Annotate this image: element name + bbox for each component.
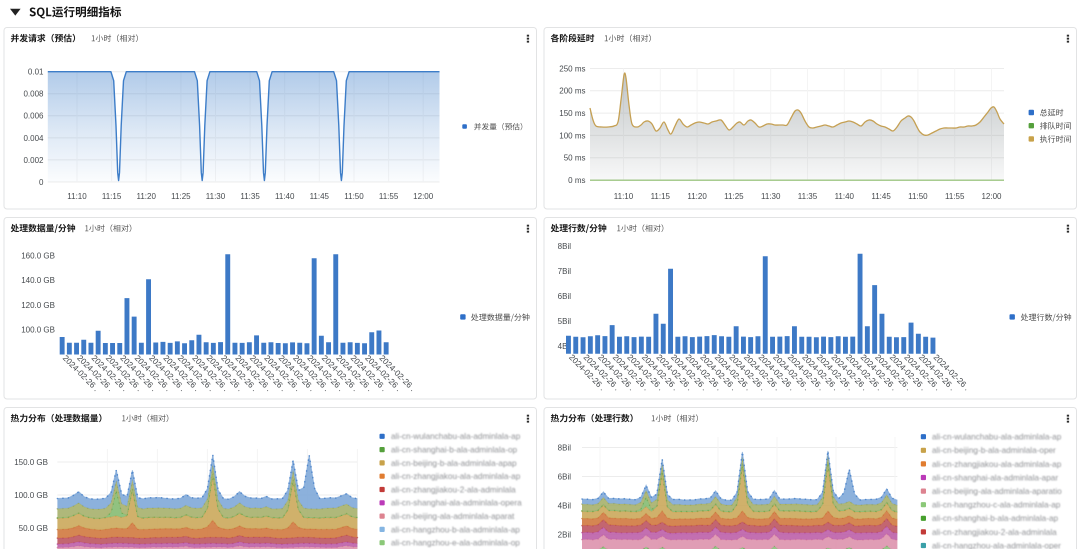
svg-text:0.008: 0.008: [23, 90, 44, 99]
svg-text:150.0 GB: 150.0 GB: [14, 458, 48, 467]
svg-text:11:25: 11:25: [724, 192, 744, 201]
svg-text:11:30: 11:30: [761, 192, 781, 201]
svg-text:11:10: 11:10: [614, 192, 634, 201]
svg-text:ali-cn-shanghai-b-ala-adminlal: ali-cn-shanghai-b-ala-adminlala-op: [391, 446, 518, 455]
svg-text:140.0 GB: 140.0 GB: [21, 276, 55, 285]
svg-text:11:15: 11:15: [651, 192, 671, 201]
svg-text:ali-cn-beijing-ala-adminlala-a: ali-cn-beijing-ala-adminlala-aparat: [391, 512, 515, 521]
svg-text:11:30: 11:30: [206, 192, 226, 201]
svg-text:ali-cn-zhangjiakou-2-ala-admin: ali-cn-zhangjiakou-2-ala-adminlala: [932, 528, 1057, 537]
svg-text:12:00: 12:00: [981, 192, 1002, 201]
svg-text:200 ms: 200 ms: [559, 87, 585, 96]
svg-text:ali-cn-beijing-b-ala-adminlala: ali-cn-beijing-b-ala-adminlala-oper: [932, 446, 1056, 455]
svg-text:50 ms: 50 ms: [564, 154, 586, 163]
svg-text:ali-cn-beijing-b-ala-adminlala: ali-cn-beijing-b-ala-adminlala-apap: [391, 459, 517, 468]
svg-text:ali-cn-zhangjiakou-2-ala-admin: ali-cn-zhangjiakou-2-ala-adminlala: [391, 485, 516, 494]
svg-text:11:25: 11:25: [171, 192, 191, 201]
svg-text:7Bil: 7Bil: [558, 267, 572, 276]
svg-text:11:45: 11:45: [310, 192, 330, 201]
svg-text:ali-cn-hangzhou-c-ala-adminlal: ali-cn-hangzhou-c-ala-adminlala-ap: [932, 501, 1061, 510]
svg-text:ali-cn-zhangjiakou-ala-adminla: ali-cn-zhangjiakou-ala-adminlala-ap: [391, 472, 521, 481]
svg-text:ali-cn-shanghai-ala-adminlala-: ali-cn-shanghai-ala-adminlala-apar: [932, 473, 1058, 482]
svg-text:0.006: 0.006: [23, 112, 44, 121]
svg-text:ali-cn-wulanchabu-ala-adminlal: ali-cn-wulanchabu-ala-adminlala-ap: [932, 433, 1062, 442]
svg-text:5Bil: 5Bil: [558, 317, 572, 326]
svg-text:0.002: 0.002: [23, 156, 44, 165]
svg-text:ali-cn-hangzhou-e-ala-adminlal: ali-cn-hangzhou-e-ala-adminlala-op: [391, 539, 520, 548]
svg-text:ali-cn-shanghai-b-ala-adminlal: ali-cn-shanghai-b-ala-adminlala-ap: [932, 514, 1059, 523]
svg-text:100 ms: 100 ms: [559, 131, 585, 140]
svg-text:ali-cn-shanghai-ala-adminlala-: ali-cn-shanghai-ala-adminlala-opera: [391, 499, 522, 508]
svg-text:250 ms: 250 ms: [559, 64, 585, 73]
svg-text:ali-cn-hangzhou-b-ala-adminlal: ali-cn-hangzhou-b-ala-adminlala-ap: [391, 525, 520, 534]
svg-text:ali-cn-zhangjiakou-ala-adminla: ali-cn-zhangjiakou-ala-adminlala-ap: [932, 460, 1062, 469]
svg-text:120.0 GB: 120.0 GB: [21, 301, 55, 310]
svg-text:100.0 GB: 100.0 GB: [14, 491, 48, 500]
svg-text:0 ms: 0 ms: [568, 176, 585, 185]
svg-text:8Bil: 8Bil: [558, 242, 572, 251]
svg-text:8Bil: 8Bil: [558, 443, 572, 452]
svg-text:11:20: 11:20: [136, 192, 156, 201]
svg-text:100.0 GB: 100.0 GB: [21, 326, 55, 335]
svg-text:11:50: 11:50: [344, 192, 364, 201]
svg-text:4Bil: 4Bil: [558, 501, 572, 510]
svg-text:6Bil: 6Bil: [558, 472, 572, 481]
svg-text:11:55: 11:55: [945, 192, 965, 201]
svg-text:11:40: 11:40: [275, 192, 295, 201]
svg-text:11:35: 11:35: [798, 192, 818, 201]
svg-text:12:00: 12:00: [413, 192, 434, 201]
svg-text:11:15: 11:15: [102, 192, 122, 201]
svg-text:11:40: 11:40: [835, 192, 855, 201]
svg-text:ali-cn-beijing-ala-adminlala-a: ali-cn-beijing-ala-adminlala-aparatio: [932, 487, 1062, 496]
svg-text:2Bil: 2Bil: [558, 530, 572, 539]
svg-text:150 ms: 150 ms: [559, 109, 585, 118]
svg-text:11:45: 11:45: [871, 192, 891, 201]
svg-text:11:10: 11:10: [67, 192, 87, 201]
svg-text:0: 0: [39, 178, 44, 187]
svg-text:0.004: 0.004: [23, 134, 44, 143]
svg-text:ali-cn-hangzhou-ala-adminlala-: ali-cn-hangzhou-ala-adminlala-oper: [932, 541, 1061, 549]
svg-text:160.0 GB: 160.0 GB: [21, 251, 55, 260]
svg-text:50.0 GB: 50.0 GB: [19, 524, 48, 533]
svg-text:0.01: 0.01: [28, 68, 44, 77]
svg-text:ali-cn-wulanchabu-ala-adminlal: ali-cn-wulanchabu-ala-adminlala-ap: [391, 432, 521, 441]
svg-text:6Bil: 6Bil: [558, 292, 572, 301]
svg-text:11:35: 11:35: [240, 192, 260, 201]
svg-text:11:55: 11:55: [379, 192, 399, 201]
svg-text:4Bil: 4Bil: [558, 342, 572, 351]
svg-text:11:20: 11:20: [687, 192, 707, 201]
svg-text:11:50: 11:50: [908, 192, 928, 201]
